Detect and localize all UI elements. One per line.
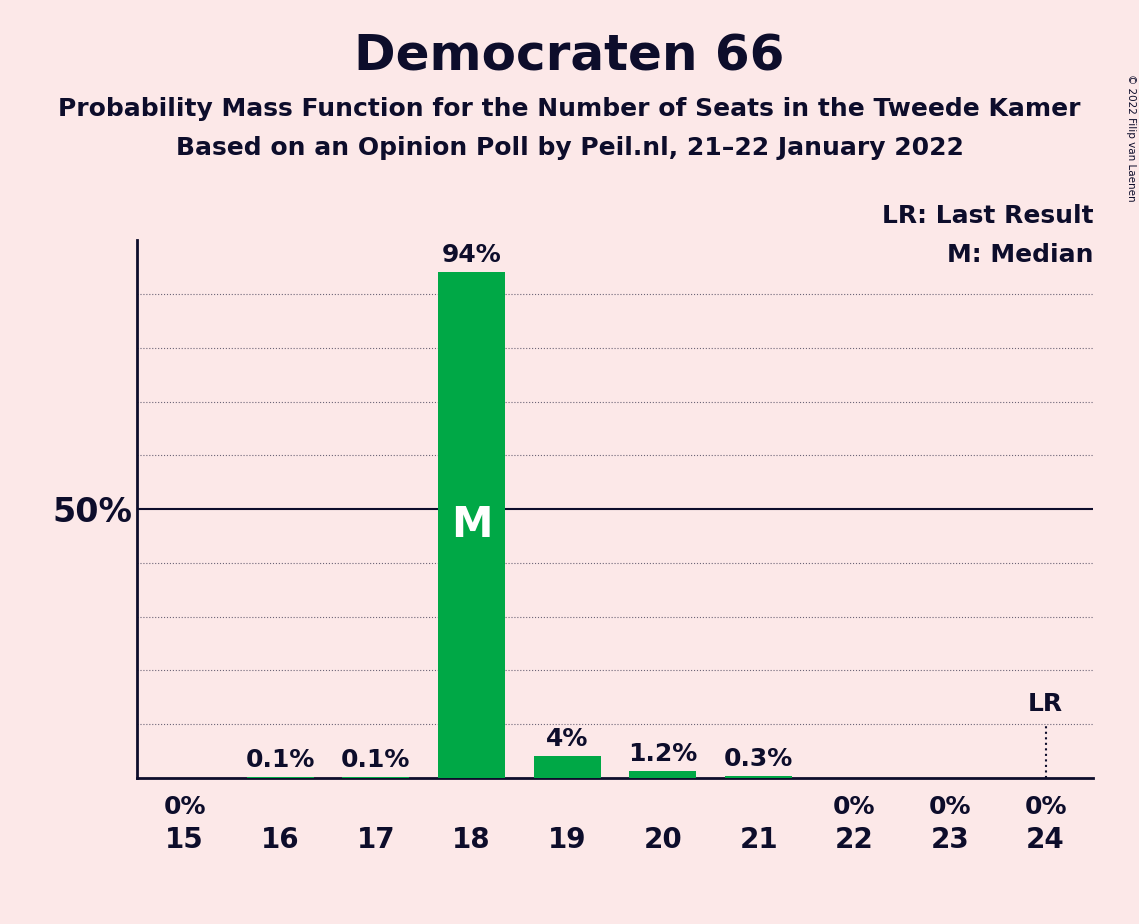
Text: LR: Last Result: LR: Last Result bbox=[882, 204, 1093, 228]
Text: M: M bbox=[451, 505, 492, 546]
Text: 0%: 0% bbox=[163, 796, 206, 820]
Text: 0.1%: 0.1% bbox=[246, 748, 314, 772]
Text: 0%: 0% bbox=[833, 796, 876, 820]
Text: 0.3%: 0.3% bbox=[724, 747, 793, 771]
Text: 1.2%: 1.2% bbox=[629, 742, 697, 766]
Text: LR: LR bbox=[1029, 692, 1063, 716]
Text: 0%: 0% bbox=[1024, 796, 1067, 820]
Text: M: Median: M: Median bbox=[947, 243, 1093, 267]
Bar bbox=[630, 772, 696, 778]
Text: Based on an Opinion Poll by Peil.nl, 21–22 January 2022: Based on an Opinion Poll by Peil.nl, 21–… bbox=[175, 136, 964, 160]
Text: 94%: 94% bbox=[442, 243, 501, 267]
Bar bbox=[726, 776, 792, 778]
Bar bbox=[534, 757, 600, 778]
Text: © 2022 Filip van Laenen: © 2022 Filip van Laenen bbox=[1126, 74, 1136, 201]
Text: 4%: 4% bbox=[546, 727, 589, 751]
Bar bbox=[439, 273, 505, 778]
Text: 0%: 0% bbox=[928, 796, 972, 820]
Text: 0.1%: 0.1% bbox=[342, 748, 410, 772]
Text: Probability Mass Function for the Number of Seats in the Tweede Kamer: Probability Mass Function for the Number… bbox=[58, 97, 1081, 121]
Text: Democraten 66: Democraten 66 bbox=[354, 32, 785, 80]
